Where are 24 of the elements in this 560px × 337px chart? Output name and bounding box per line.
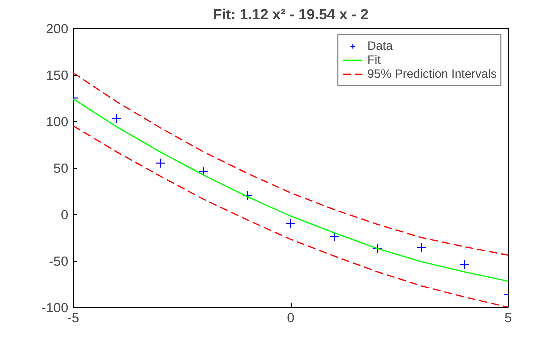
y-tick-label: -50: [49, 254, 68, 269]
legend-label: Data: [368, 39, 393, 53]
point: [286, 218, 296, 229]
point: [156, 158, 166, 168]
line-series: [74, 98, 508, 282]
y-tick-label: 100: [46, 114, 69, 130]
chart-title: Fit: 1.12 x² - 19.54 x - 2: [213, 8, 369, 24]
point: [416, 242, 426, 253]
point: [199, 166, 209, 177]
point: [112, 114, 122, 124]
point: [242, 190, 252, 201]
y-tick-label: 150: [46, 68, 69, 83]
x-tick-label: 0: [287, 310, 295, 326]
legend-label: Fit: [368, 53, 382, 67]
x-tick-label: -5: [68, 310, 80, 326]
point: [373, 244, 383, 254]
x-tick-label: 5: [504, 310, 512, 326]
legend-label: 95% Prediction Intervals: [368, 67, 497, 81]
y-tick-label: 200: [46, 22, 69, 36]
y-tick-label: 50: [54, 161, 69, 176]
point: [460, 260, 470, 270]
y-tick-label: 0: [61, 208, 69, 222]
y-tick-label: -100: [42, 300, 69, 316]
point: [330, 232, 340, 242]
